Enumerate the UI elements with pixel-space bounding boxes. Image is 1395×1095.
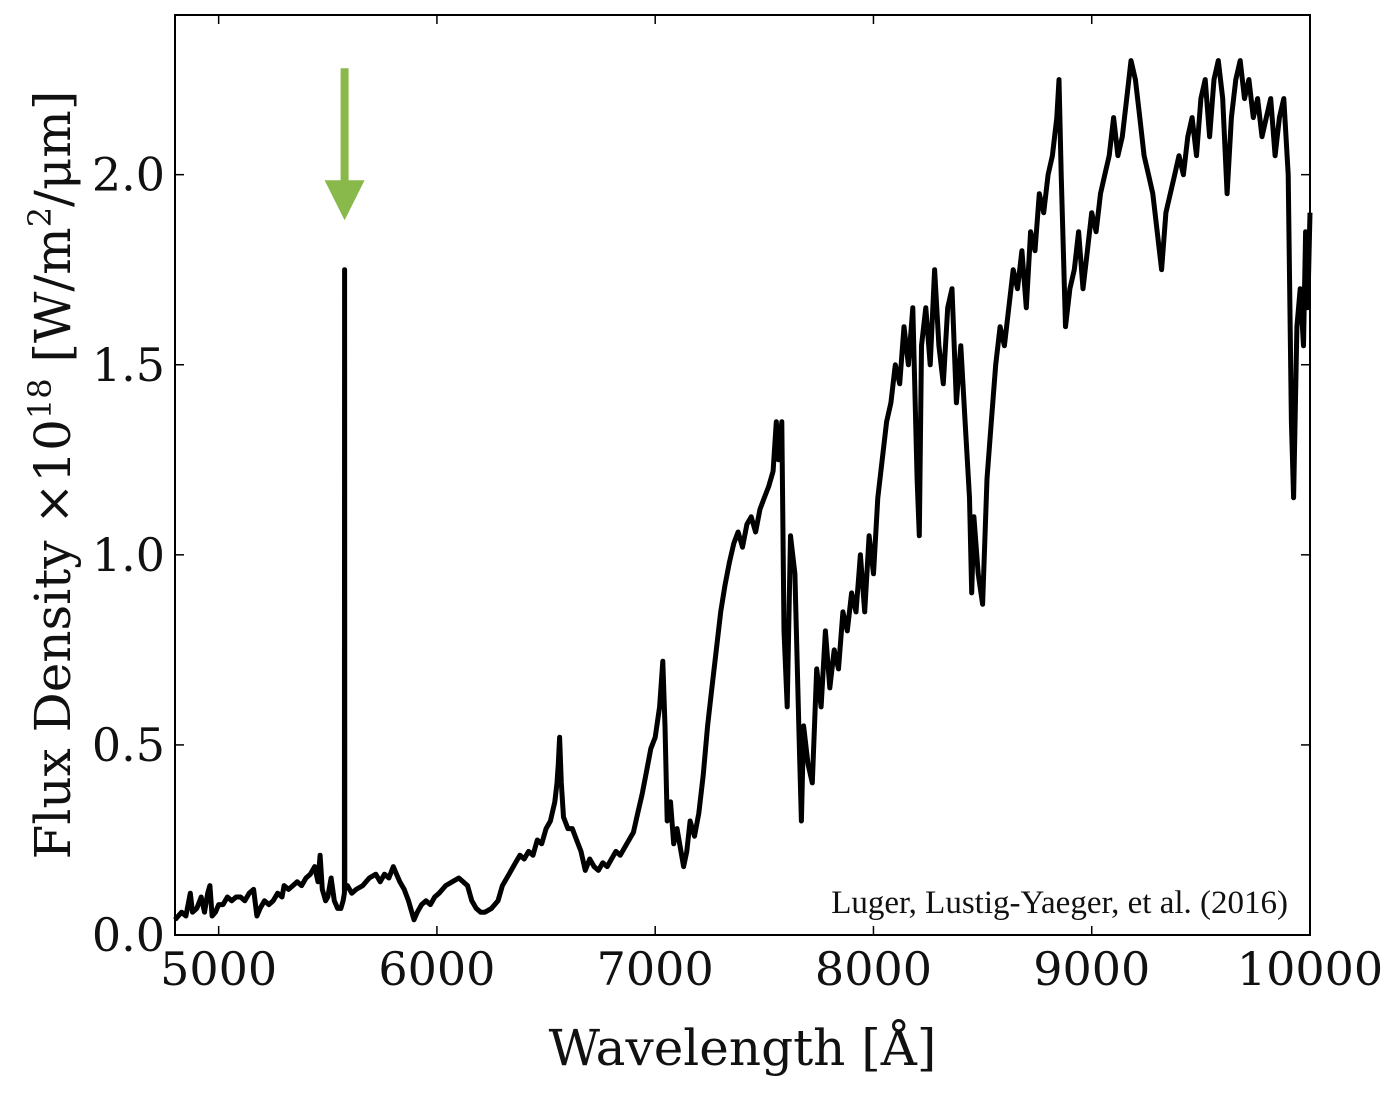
credit-annotation: Luger, Lustig-Yaeger, et al. (2016)	[831, 885, 1288, 921]
y-axis-title-exp2: 2	[21, 207, 59, 227]
y-axis-title-mid: [W/m	[24, 227, 82, 378]
series-line-0	[173, 58, 1313, 923]
x-tick-label: 6000	[378, 942, 495, 996]
y-tick-label: 0.0	[92, 908, 165, 962]
x-tick-label: 8000	[815, 942, 932, 996]
y-tick-label: 2.0	[92, 148, 165, 202]
x-tick-label: 7000	[597, 942, 714, 996]
ticks-group: 5000 6000 7000 8000 9000 10000 0.0 0.5 1.0 1.5 2.0	[92, 15, 1383, 996]
x-tick-label: 9000	[1033, 942, 1150, 996]
y-tick-label: 1.0	[92, 528, 165, 582]
x-tick-label: 10000	[1237, 942, 1383, 996]
series-group	[173, 58, 1313, 923]
arrow-group	[324, 68, 365, 221]
x-axis-title: Wavelength [Å]	[549, 1018, 937, 1077]
arrow-head	[324, 180, 365, 221]
x-tick-label: 5000	[160, 942, 277, 996]
y-tick-label: 1.5	[92, 338, 165, 392]
y-axis-title: Flux Density ×1018 [W/m2/μm]	[21, 91, 82, 860]
plot-frame	[174, 14, 1311, 936]
y-tick-label: 0.5	[92, 718, 165, 772]
y-axis-title-prefix: Flux Density ×10	[24, 419, 82, 859]
y-axis-title-exp: 18	[21, 378, 59, 419]
y-axis-title-suffix: /μm]	[24, 91, 82, 207]
